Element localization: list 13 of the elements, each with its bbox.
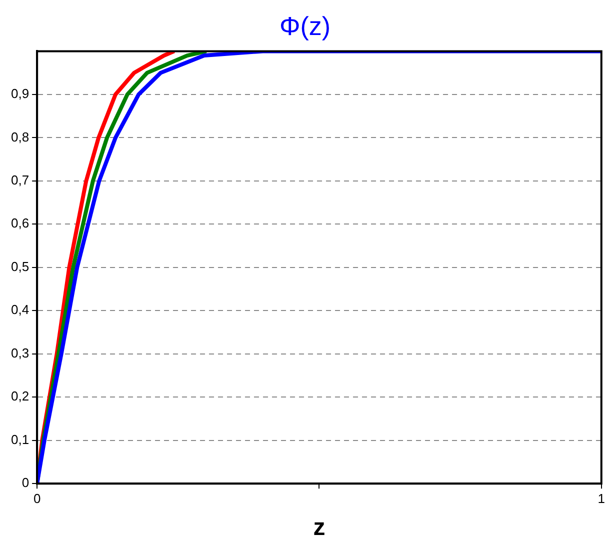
y-tick-label: 0,3 bbox=[10, 345, 30, 360]
y-tick-label: 0,4 bbox=[10, 302, 30, 318]
y-tick-label: 0,7 bbox=[10, 172, 30, 188]
y-tick-label: 0,1 bbox=[10, 432, 30, 447]
y-tick-label: 0,6 bbox=[10, 216, 30, 231]
chart-title: Φ(z) bbox=[279, 10, 331, 41]
y-tick-label: 0,5 bbox=[10, 258, 30, 274]
y-tick-label: 0,8 bbox=[10, 129, 30, 144]
x-axis-title: z bbox=[313, 514, 326, 542]
y-tick-label: 0,9 bbox=[10, 86, 30, 102]
y-tick-label: 0 bbox=[22, 475, 30, 490]
y-tick-label: 0,2 bbox=[10, 388, 30, 404]
x-tick-label: 1 bbox=[598, 490, 605, 506]
